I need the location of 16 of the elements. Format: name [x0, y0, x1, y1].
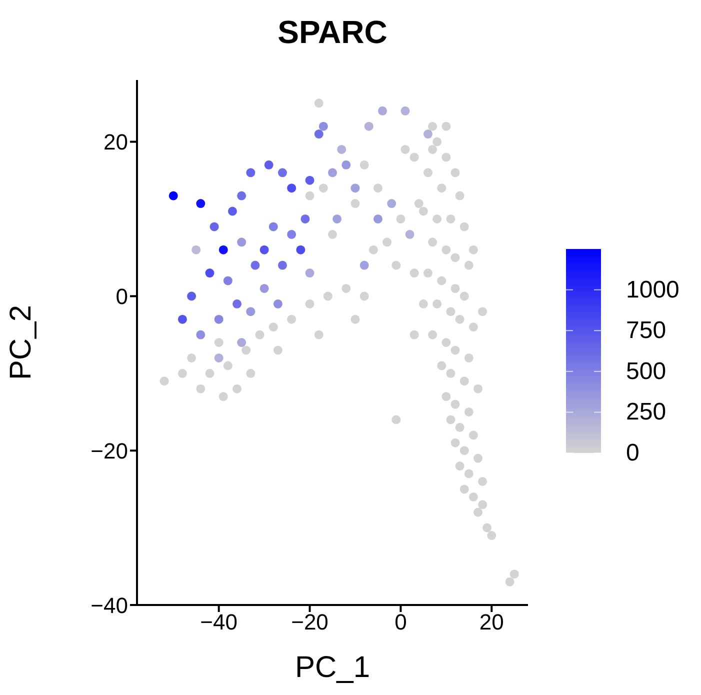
color-bar-label: 750 — [626, 317, 666, 344]
y-tick-label: −40 — [90, 592, 128, 618]
x-tick-label: 20 — [479, 610, 504, 635]
y-tick-label: 0 — [116, 284, 128, 309]
y-axis-title: PC_2 — [4, 304, 38, 380]
color-bar-label: 500 — [626, 358, 666, 385]
y-tick-label: −20 — [90, 438, 128, 464]
x-tick-label: −40 — [200, 610, 238, 635]
y-tick-label: 20 — [104, 130, 128, 155]
color-bar-label: 0 — [626, 440, 640, 466]
color-bar-label: 250 — [626, 398, 666, 426]
color-bar-label: 1000 — [626, 276, 680, 304]
x-tick-label: 0 — [394, 610, 407, 635]
x-tick-label: −20 — [291, 610, 328, 635]
chart-title: SPARC — [276, 14, 388, 51]
x-axis-title: PC_1 — [294, 651, 370, 684]
